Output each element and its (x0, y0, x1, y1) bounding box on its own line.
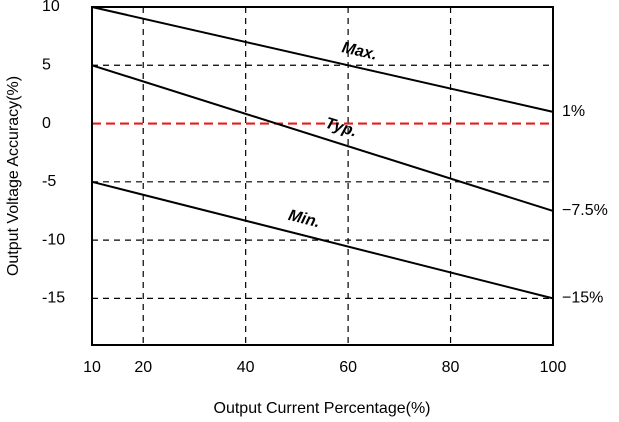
x-tick-label: 100 (540, 359, 567, 376)
series-line (91, 6, 554, 113)
value-label: −7.5% (562, 202, 608, 219)
x-axis-label: Output Current Percentage(%) (214, 400, 431, 417)
series-line (91, 64, 554, 212)
series-label: Typ. (323, 115, 359, 141)
y-tick-label: -15 (42, 290, 65, 307)
y-axis-label: Output Voltage Accuracy(%) (5, 76, 22, 276)
x-tick-label: 40 (237, 359, 255, 376)
x-tick-label: 60 (339, 359, 357, 376)
x-tick-label: 80 (442, 359, 460, 376)
series-line (91, 180, 554, 300)
y-tick-label: 5 (42, 56, 51, 73)
series-label: Min. (287, 207, 322, 231)
series-label: Max. (340, 39, 378, 63)
y-tick-label: -10 (42, 231, 65, 248)
value-label: 1% (562, 103, 585, 120)
y-tick-label: -5 (42, 173, 56, 190)
y-tick-label: 0 (42, 115, 51, 132)
x-tick-label: 10 (83, 359, 101, 376)
plot-frame (91, 6, 554, 346)
value-label: −15% (562, 290, 603, 307)
x-tick-label: 20 (134, 359, 152, 376)
y-tick-label: 10 (42, 0, 60, 15)
